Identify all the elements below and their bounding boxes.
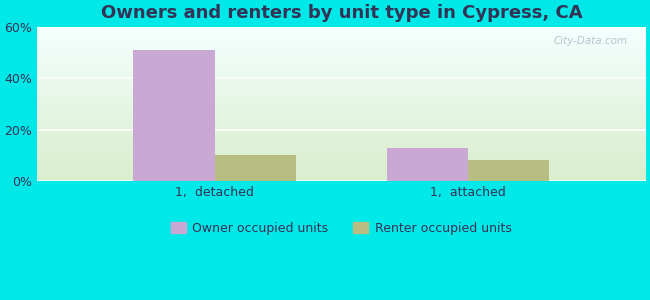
Title: Owners and renters by unit type in Cypress, CA: Owners and renters by unit type in Cypre… [101,4,582,22]
Bar [214,155,296,181]
Text: City-Data.com: City-Data.com [553,36,627,46]
Bar [468,160,549,181]
Legend: Owner occupied units, Renter occupied units: Owner occupied units, Renter occupied un… [166,217,517,240]
Bar [387,148,468,181]
Bar [133,50,214,181]
